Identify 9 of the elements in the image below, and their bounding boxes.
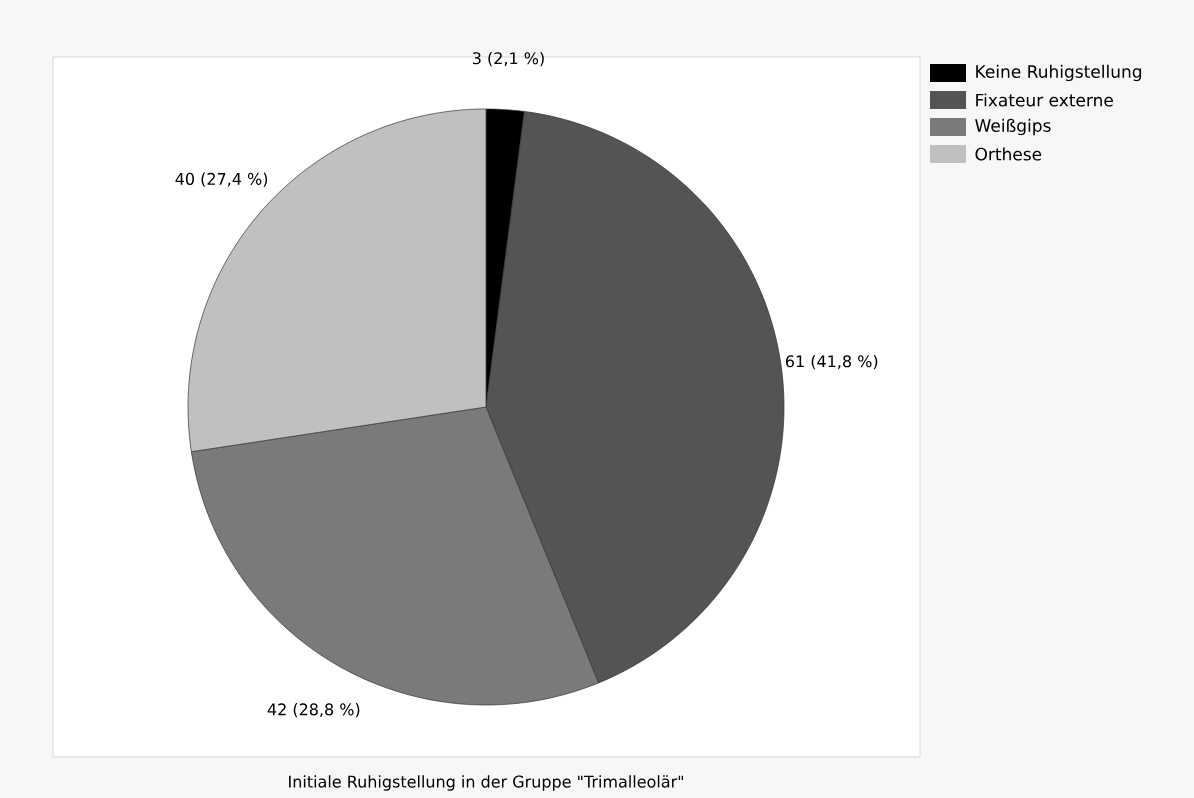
legend-label: Orthese — [975, 147, 1042, 161]
data-label: 40 (27,4 %) — [175, 172, 268, 187]
legend-label: Weißgips — [975, 118, 1051, 136]
data-label: 61 (41,8 %) — [785, 354, 878, 370]
legend-label: Keine Ruhigstellung — [976, 64, 1142, 82]
legend-label: Fixateur externe — [976, 93, 1113, 107]
data-label: 42 (28,8 %) — [267, 703, 360, 718]
text: Initiale Ruhigstellung in der Gruppe "Trimalleolär" — [289, 775, 684, 791]
data-label: 3 (2,1 %) — [472, 51, 544, 67]
